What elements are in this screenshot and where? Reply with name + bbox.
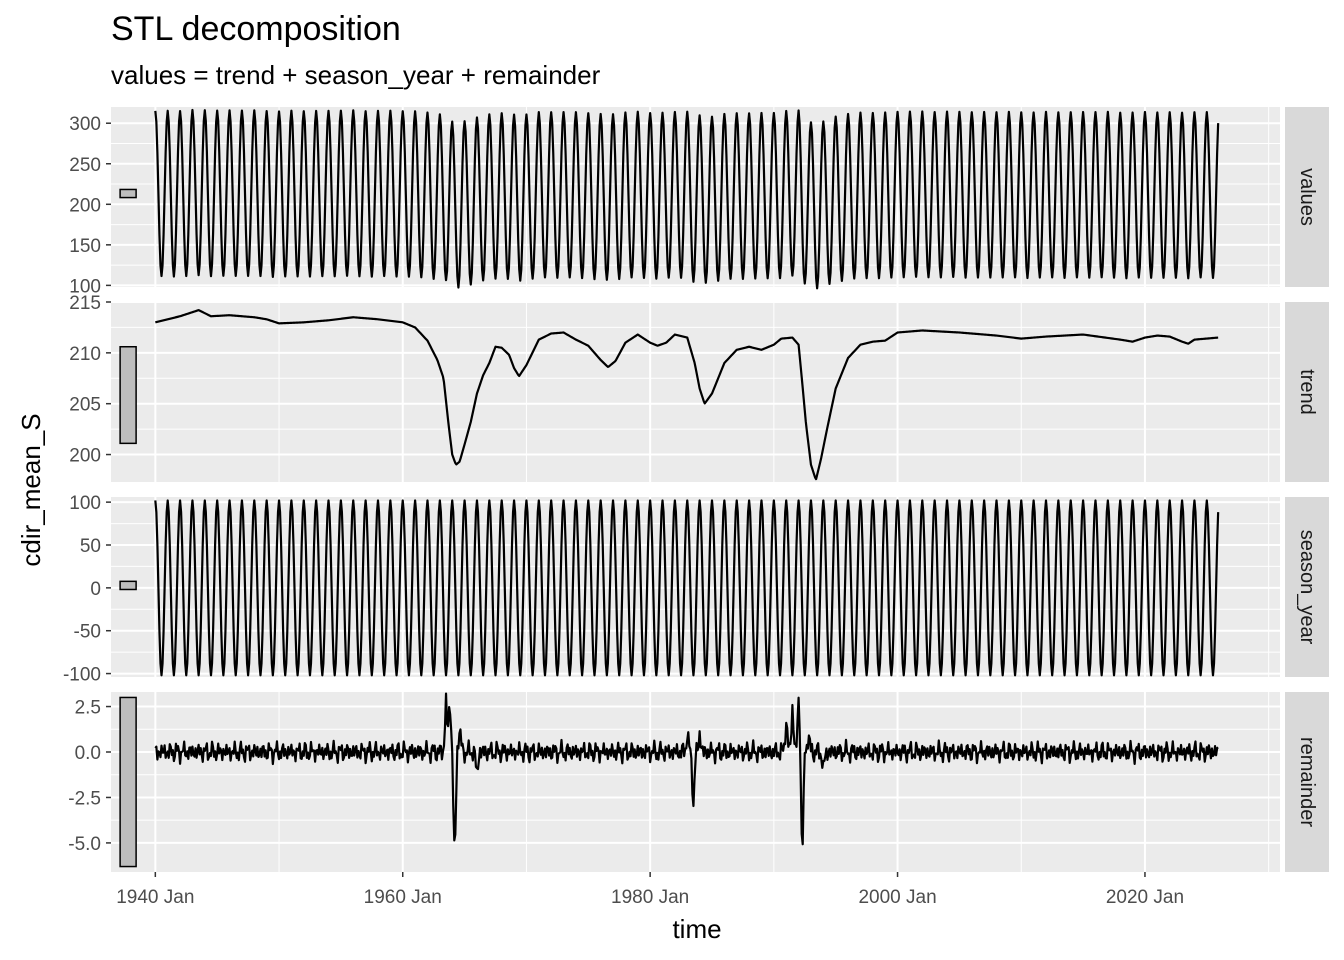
- y-tick-label: 200: [69, 195, 101, 216]
- y-tick-label: 215: [69, 293, 101, 314]
- y-tick-label: 200: [69, 446, 101, 467]
- panel-background: [111, 692, 1280, 872]
- x-tick-label: 2020 Jan: [1106, 887, 1184, 908]
- x-tick-label: 1940 Jan: [116, 887, 194, 908]
- y-tick-label: -5.0: [68, 834, 101, 855]
- scale-bar: [119, 580, 137, 591]
- facet-strip-label: season_year: [1296, 530, 1318, 645]
- y-tick-label: 205: [69, 395, 101, 416]
- panel-values: 100 150 200 250 300 values: [69, 107, 1329, 297]
- y-tick-label: 100: [69, 276, 101, 297]
- y-tick-label: -100: [63, 665, 101, 686]
- x-tick-label: 1980 Jan: [611, 887, 689, 908]
- chart-title: STL decomposition: [111, 10, 401, 48]
- x-tick-label: 2000 Jan: [858, 887, 936, 908]
- panel-background: [111, 302, 1280, 482]
- panels-layer: 100 150 200 250 300 values 200 205 210 215 trend -1…: [63, 107, 1329, 872]
- y-tick-label: 0: [90, 579, 101, 600]
- series-line-remainder: [154, 692, 1219, 846]
- y-tick-label: 2.5: [75, 698, 101, 719]
- facet-strip-label: remainder: [1296, 737, 1318, 827]
- panel-season-year: -100 -50 0 50 100 season_year: [63, 493, 1329, 686]
- x-axis-label: time: [672, 914, 721, 944]
- facet-strip: [1285, 692, 1329, 872]
- y-tick-label: 150: [69, 236, 101, 257]
- facet-strip: [1285, 107, 1329, 287]
- y-tick-label: 0.0: [75, 743, 101, 764]
- y-tick-label: 300: [69, 114, 101, 135]
- y-tick-label: -2.5: [68, 788, 101, 809]
- facet-strip: [1285, 497, 1329, 677]
- panel-trend: 200 205 210 215 trend: [69, 293, 1329, 482]
- y-tick-label: 100: [69, 493, 101, 514]
- y-axis-label: cdir_mean_S: [16, 413, 46, 566]
- y-tick-label: 50: [80, 536, 101, 557]
- scale-bar: [119, 188, 137, 199]
- y-tick-label: 250: [69, 155, 101, 176]
- x-tick-label: 1960 Jan: [364, 887, 442, 908]
- scale-bar: [119, 696, 137, 868]
- series-line-trend: [155, 309, 1219, 481]
- chart-subtitle: values = trend + season_year + remainder: [111, 60, 601, 90]
- series-line-season-year: [154, 499, 1220, 677]
- x-axis: 1940 Jan 1960 Jan 1980 Jan 2000 Jan 2020 Jan: [116, 872, 1184, 908]
- panel-remainder: -5.0 -2.5 0.0 2.5 remainder: [68, 692, 1329, 872]
- series-line-values: [154, 108, 1220, 290]
- facet-strip: [1285, 302, 1329, 482]
- y-tick-label: 210: [69, 344, 101, 365]
- y-tick-label: -50: [74, 622, 101, 643]
- facet-strip-label: trend: [1296, 369, 1318, 415]
- scale-bar: [119, 345, 137, 445]
- facet-strip-label: values: [1296, 168, 1318, 226]
